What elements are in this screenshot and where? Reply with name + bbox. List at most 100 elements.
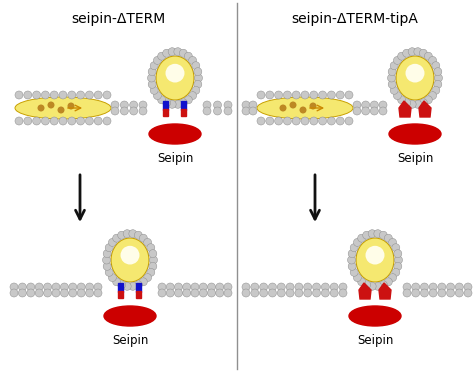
Circle shape [286,289,294,297]
Circle shape [144,238,152,246]
Circle shape [379,107,387,115]
Circle shape [403,99,410,107]
Circle shape [94,289,102,297]
Circle shape [394,262,402,270]
Circle shape [10,283,18,291]
Circle shape [464,283,472,291]
Circle shape [94,91,102,99]
Circle shape [394,250,402,258]
Circle shape [33,117,41,125]
Circle shape [392,244,400,252]
Circle shape [154,92,162,100]
Circle shape [168,100,176,108]
Circle shape [389,238,397,246]
Circle shape [447,283,455,291]
Circle shape [148,80,156,88]
Circle shape [60,283,68,291]
Circle shape [10,289,18,297]
Ellipse shape [149,124,201,144]
Circle shape [304,283,312,291]
Circle shape [208,289,216,297]
Circle shape [432,86,440,94]
Circle shape [412,283,419,291]
Circle shape [130,107,137,115]
Circle shape [435,74,443,82]
Circle shape [295,289,303,297]
Circle shape [105,268,113,276]
Circle shape [321,283,329,291]
Circle shape [154,57,162,64]
Circle shape [203,107,211,115]
Circle shape [192,86,200,94]
Circle shape [374,282,382,290]
Polygon shape [419,101,431,117]
Circle shape [77,289,85,297]
Circle shape [224,107,232,115]
Circle shape [434,80,442,88]
Circle shape [103,117,111,125]
Circle shape [310,91,318,99]
Circle shape [438,289,446,297]
Ellipse shape [405,64,425,83]
Circle shape [414,48,422,56]
Circle shape [94,117,102,125]
Circle shape [319,91,327,99]
Text: Seipin: Seipin [112,334,148,347]
Ellipse shape [365,246,384,264]
Circle shape [147,244,155,252]
Circle shape [257,117,265,125]
Circle shape [158,52,165,60]
Circle shape [103,250,111,258]
Circle shape [260,283,268,291]
Circle shape [354,238,361,246]
Circle shape [130,101,137,109]
Circle shape [456,289,463,297]
Bar [182,101,186,110]
Circle shape [312,289,320,297]
Circle shape [368,230,376,238]
Circle shape [85,117,93,125]
Circle shape [304,289,312,297]
Circle shape [139,278,147,286]
Circle shape [113,234,121,242]
Circle shape [348,250,356,258]
Circle shape [213,101,221,109]
Circle shape [86,289,93,297]
Circle shape [163,49,171,57]
Circle shape [328,117,336,125]
Circle shape [60,289,68,297]
Circle shape [242,101,250,109]
Circle shape [456,283,463,291]
Circle shape [300,106,307,113]
Circle shape [292,91,300,99]
Polygon shape [399,101,411,117]
Circle shape [251,289,259,297]
Circle shape [312,283,320,291]
Circle shape [301,91,309,99]
Circle shape [374,230,382,238]
Circle shape [86,283,93,291]
Circle shape [268,283,276,291]
Circle shape [52,289,60,297]
Circle shape [118,281,126,289]
Bar [164,109,168,116]
Circle shape [123,230,131,238]
Circle shape [174,100,182,108]
Circle shape [148,68,156,76]
Circle shape [347,256,356,264]
Circle shape [330,289,338,297]
Circle shape [168,48,176,56]
Circle shape [109,273,117,282]
Circle shape [18,283,27,291]
Circle shape [398,96,406,104]
Circle shape [274,91,283,99]
Circle shape [174,48,182,56]
Circle shape [389,273,397,282]
Ellipse shape [15,97,111,119]
Circle shape [18,289,27,297]
Circle shape [388,68,396,76]
Circle shape [44,289,52,297]
Circle shape [139,101,147,109]
Circle shape [358,234,365,242]
Ellipse shape [156,56,194,100]
